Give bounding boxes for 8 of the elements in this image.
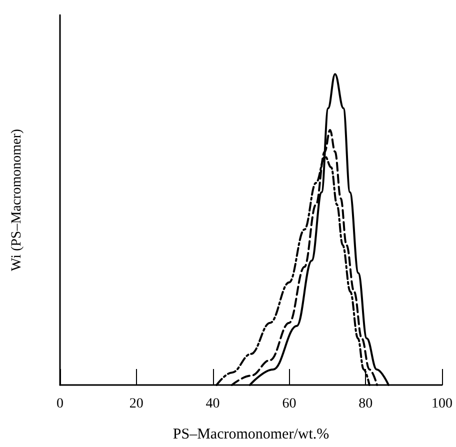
y-axis-title: Wi (PS–Macromonomer) [10,128,24,272]
x-tick-label: 80 [358,396,373,412]
x-axis-title: PS–Macromonomer/wt.% [172,426,330,442]
x-tick-label: 0 [56,396,64,412]
x-tick-label: 100 [432,396,452,412]
x-tick-label: 20 [129,396,144,412]
x-tick-label: 40 [206,396,220,412]
x-tick-label: 60 [282,396,296,412]
